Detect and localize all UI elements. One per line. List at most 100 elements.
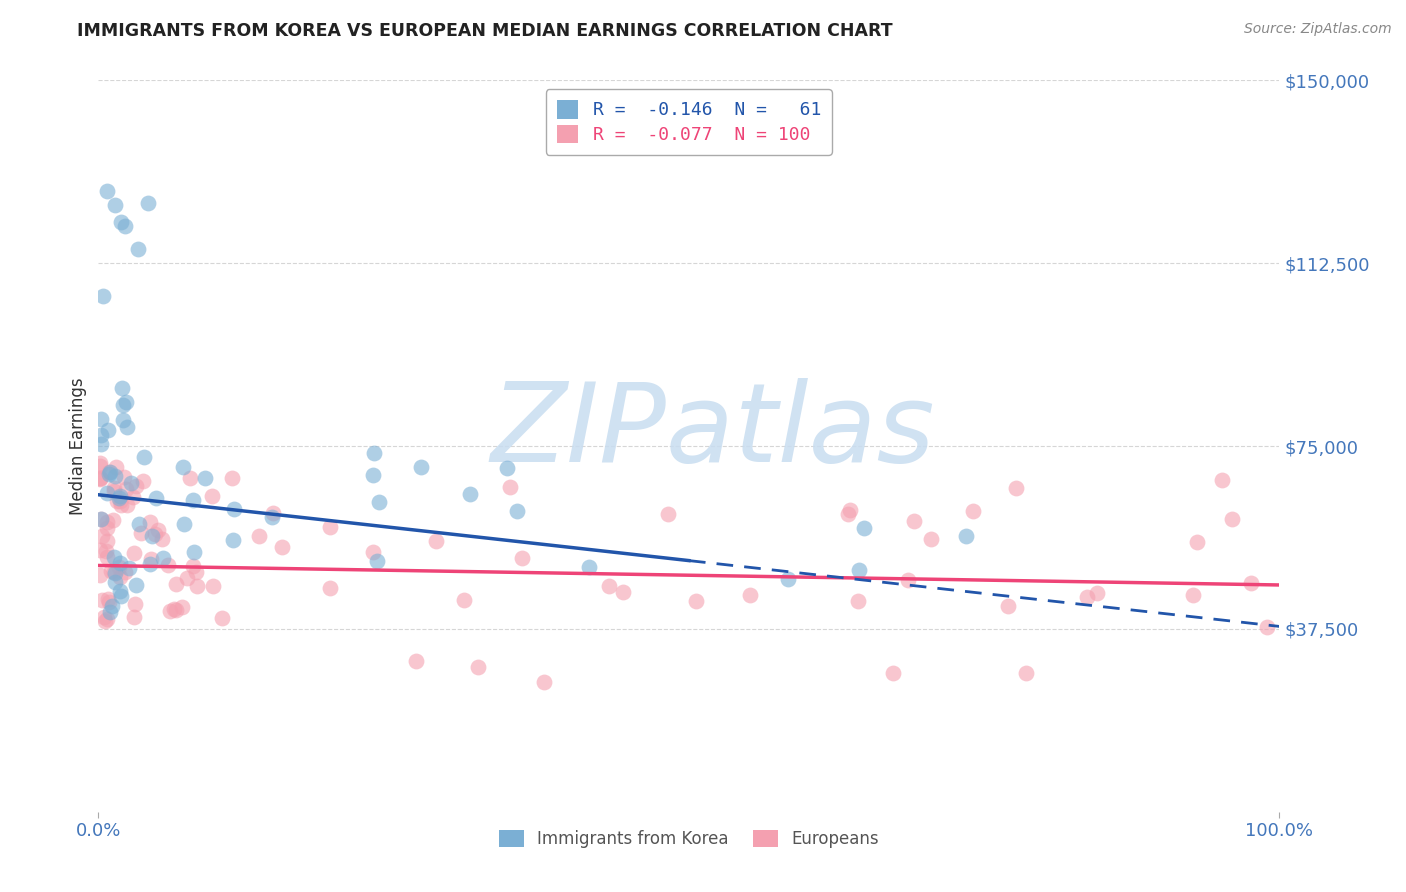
Point [152, 551, 174, 566]
Point [122, 491, 145, 505]
Point [453, 593, 475, 607]
Point [94, 543, 117, 558]
Point [363, 468, 385, 483]
Point [103, 483, 125, 498]
Point [165, 576, 187, 591]
Point [848, 564, 870, 578]
Point [141, 529, 163, 543]
Point [108, 570, 131, 584]
Point [141, 552, 163, 566]
Point [114, 219, 136, 234]
Point [97, 595, 120, 609]
Point [425, 533, 447, 548]
Point [111, 413, 134, 427]
Point [145, 491, 167, 506]
Point [366, 554, 388, 568]
Point [129, 526, 152, 541]
Point [1220, 512, 1243, 526]
Point [94, 614, 117, 628]
Point [89, 458, 111, 473]
Point [186, 579, 208, 593]
Point [117, 498, 139, 512]
Point [776, 573, 799, 587]
Point [176, 571, 198, 585]
Point [96, 612, 118, 626]
Point [124, 597, 146, 611]
Point [110, 214, 132, 228]
Point [128, 517, 150, 532]
Point [506, 504, 529, 518]
Point [89, 456, 111, 470]
Point [104, 468, 127, 483]
Point [103, 565, 125, 579]
Point [1211, 473, 1233, 487]
Point [93, 609, 115, 624]
Point [1240, 575, 1263, 590]
Point [117, 561, 139, 575]
Point [499, 480, 522, 494]
Point [143, 527, 166, 541]
Point [150, 532, 173, 546]
Point [853, 521, 876, 535]
Point [222, 533, 245, 547]
Point [211, 610, 233, 624]
Point [159, 604, 181, 618]
Point [108, 489, 131, 503]
Point [368, 495, 391, 509]
Point [896, 573, 918, 587]
Point [120, 475, 142, 490]
Point [93, 289, 115, 303]
Point [181, 492, 204, 507]
Point [125, 578, 148, 592]
Point [685, 594, 707, 608]
Point [172, 460, 194, 475]
Point [132, 450, 155, 464]
Point [184, 565, 207, 579]
Point [612, 585, 634, 599]
Point [221, 471, 243, 485]
Text: ZIPatlas: ZIPatlas [491, 378, 935, 485]
Point [115, 420, 138, 434]
Point [90, 512, 112, 526]
Point [738, 588, 761, 602]
Point [1185, 535, 1208, 549]
Point [361, 545, 384, 559]
Point [108, 491, 131, 506]
Point [496, 460, 519, 475]
Point [107, 494, 129, 508]
Point [882, 666, 904, 681]
Point [533, 674, 555, 689]
Point [271, 541, 294, 555]
Point [846, 594, 869, 608]
Point [165, 603, 187, 617]
Point [98, 605, 121, 619]
Point [100, 466, 122, 480]
Point [97, 423, 120, 437]
Point [1014, 665, 1036, 680]
Point [319, 581, 342, 595]
Point [122, 610, 145, 624]
Point [108, 557, 131, 571]
Point [108, 560, 131, 574]
Point [96, 520, 118, 534]
Point [89, 542, 111, 557]
Point [1256, 620, 1278, 634]
Text: Source: ZipAtlas.com: Source: ZipAtlas.com [1244, 22, 1392, 37]
Point [247, 529, 270, 543]
Point [319, 520, 342, 534]
Point [114, 565, 136, 579]
Point [96, 184, 118, 198]
Point [363, 446, 385, 460]
Point [1085, 586, 1108, 600]
Point [98, 467, 121, 482]
Point [127, 242, 149, 256]
Point [90, 512, 112, 526]
Point [598, 579, 620, 593]
Point [148, 523, 170, 537]
Point [103, 513, 125, 527]
Point [837, 507, 859, 521]
Point [100, 564, 122, 578]
Point [103, 550, 125, 565]
Point [260, 509, 283, 524]
Point [955, 529, 977, 543]
